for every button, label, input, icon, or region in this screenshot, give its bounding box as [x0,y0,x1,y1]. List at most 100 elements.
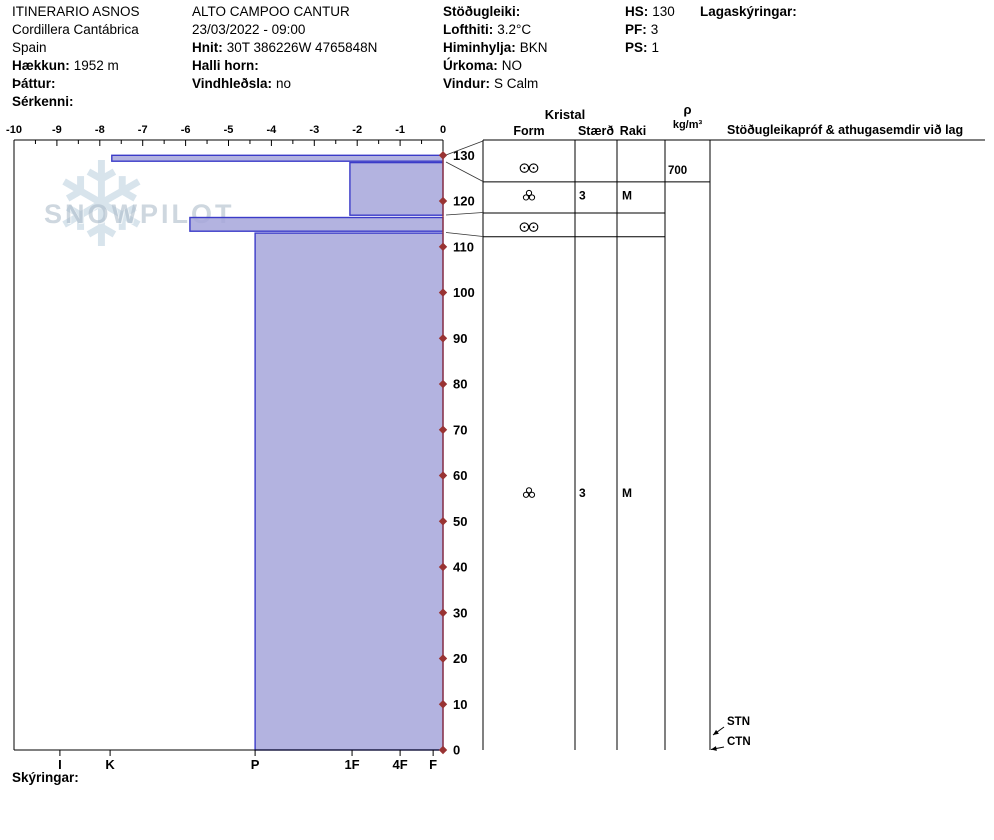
aspect-label: Þáttur: [12,76,56,91]
temperature-point [438,562,448,572]
wind-value: S Calm [494,76,539,91]
airtemp-row: Lofthiti: 3.2°C [443,21,531,39]
grain-dot-icon [523,226,526,229]
grain-moisture-value: M [622,486,632,500]
grain-double-circle-icon [528,163,539,173]
wetness-column-header: Raki [619,124,647,138]
temp-tick-label: -1 [395,124,405,136]
layer-connector [445,232,484,237]
pit-title: ITINERARIO ASNOS [12,4,140,19]
temp-tick-label: -3 [309,124,319,136]
snow-layer [189,216,444,232]
temperature-point [438,334,448,343]
grain-moisture-value: M [622,189,632,203]
elevation-row: Hækkun: 1952 m [12,57,119,75]
country: Spain [12,40,47,55]
windload-value: no [276,76,292,91]
grain-dot-icon [532,167,535,170]
elevation-label: Hækkun: [12,58,70,73]
aspect-row: Þáttur: [12,75,60,93]
depth-tick-label: 0 [453,743,460,758]
crystal-header: Kristal [544,107,586,122]
stability-row: Stöðugleiki: [443,3,524,21]
stability-test-ctn: CTN [727,736,751,748]
depth-tick-label: 30 [453,605,467,620]
form-column-header: Form [513,124,545,138]
grain-dot-icon [523,167,526,170]
airtemp-label: Lofthiti: [443,22,494,37]
legend-header: Skýringar: [12,770,79,785]
hardness-tick-label: I [58,757,62,772]
coords-value: 30T 386226W 4765848N [226,40,378,55]
stability-test-stn: STN [727,716,750,728]
test-arrow-head [711,746,717,751]
hardness-tick-label: P [251,757,260,772]
sky-value: BKN [519,40,548,55]
coords-label: Hnit: [192,40,223,55]
hs-row: HS: 130 [625,3,675,21]
hs-label: HS: [625,4,649,19]
density-value: 700 [668,165,687,177]
stability-label: Stöðugleiki: [443,4,521,19]
slope-label: Halli horn: [192,58,259,73]
density-symbol-header: ρ [683,102,692,117]
elevation-value: 1952 m [73,58,119,73]
grain-cluster-icon [525,487,533,494]
wind-label: Vindur: [443,76,490,91]
depth-tick-label: 100 [453,285,475,300]
sky-label: Himinhylja: [443,40,516,55]
grain-cluster-icon [522,491,530,498]
temperature-point [438,471,448,480]
hardness-tick-label: 1F [344,757,359,772]
temperature-point [438,700,448,709]
hardness-tick-label: K [105,757,115,772]
precip-value: NO [501,58,523,73]
pf-row: PF: 3 [625,21,658,39]
wind-row: Vindur: S Calm [443,75,538,93]
grain-cluster-icon [528,491,536,498]
grain-double-circle-icon [528,222,539,232]
precip-row: Úrkoma: NO [443,57,522,75]
depth-tick-label: 130 [453,148,475,163]
temperature-point [438,517,448,526]
depth-tick-label: 50 [453,514,467,529]
site-name: ALTO CAMPOO CANTUR [192,4,350,19]
snow-layer [254,232,444,751]
temperature-point [438,242,448,251]
grain-size-value: 3 [579,486,586,500]
depth-tick-label: 120 [453,194,475,209]
grain-double-circle-icon [519,163,530,173]
temp-tick-label: -2 [352,124,362,136]
temperature-point [438,654,448,663]
temp-tick-label: 0 [440,124,446,136]
temp-tick-label: -5 [224,124,234,136]
slope-row: Halli horn: [192,57,263,75]
temp-tick-label: -10 [6,124,22,136]
depth-tick-label: 110 [453,239,474,254]
layer-connector [445,140,484,156]
layer-connector [445,161,484,182]
ps-label: PS: [625,40,648,55]
sky-row: Himinhylja: BKN [443,39,548,57]
grain-cluster-icon [525,189,533,197]
pf-label: PF: [625,22,647,37]
grain-dot-icon [532,226,535,229]
special-row: Sérkenni: [12,93,78,111]
temperature-point [438,425,448,434]
depth-tick-label: 20 [453,651,467,666]
layer-connector [445,212,484,216]
datetime: 23/03/2022 - 09:00 [192,22,306,37]
density-units-header: kg/m³ [672,119,703,131]
hs-value: 130 [652,4,675,19]
size-column-header: Stærð [577,124,615,138]
grain-cluster-icon [522,194,530,201]
grain-cluster-icon [528,194,536,201]
mountain-range: Cordillera Cantábrica [12,22,139,37]
ps-row: PS: 1 [625,39,659,57]
hardness-tick-label: F [429,757,437,772]
temperature-point [438,608,448,617]
special-label: Sérkenni: [12,94,74,109]
temperature-point [438,745,448,755]
